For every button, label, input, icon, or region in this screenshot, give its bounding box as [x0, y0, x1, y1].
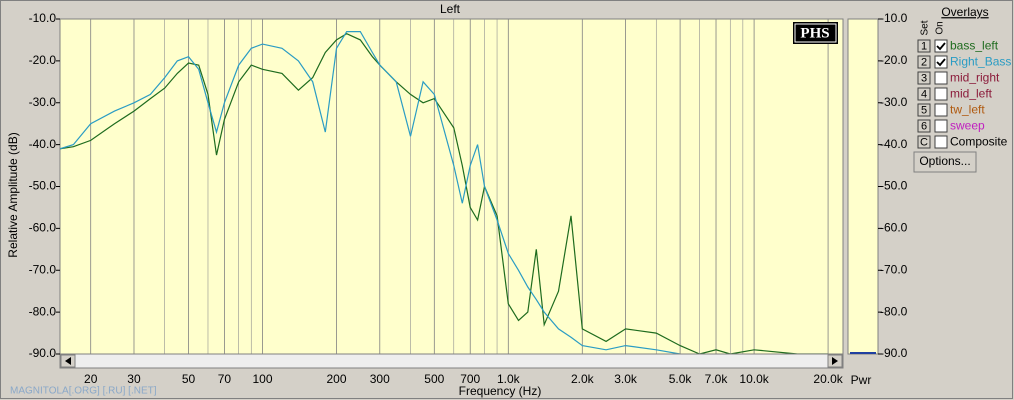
- x-tick-label: 200: [326, 372, 346, 386]
- y-axis-label: Relative Amplitude (dB): [6, 132, 20, 257]
- checkbox[interactable]: [934, 103, 948, 117]
- y-tick-label: -70.0: [29, 262, 57, 276]
- checkbox[interactable]: [934, 87, 948, 101]
- key: 2: [921, 56, 927, 68]
- x-tick-label: 1.0k: [497, 372, 521, 386]
- key-box: [917, 39, 931, 53]
- y2-tick-label: -90.0: [880, 346, 908, 360]
- x-tick-label: 500: [424, 372, 444, 386]
- x-tick-label: 50: [182, 372, 196, 386]
- overlay-name: Composite: [950, 135, 1008, 149]
- logo: PHS: [800, 25, 829, 41]
- checkbox[interactable]: [934, 39, 948, 53]
- y2-tick-label: -30.0: [880, 95, 908, 109]
- y-tick-label: -10.0: [29, 11, 57, 25]
- y-tick-label: -40.0: [29, 137, 57, 151]
- logo-box: [793, 22, 838, 44]
- key-box: [917, 55, 931, 69]
- key-box: [917, 87, 931, 101]
- y-tick-label: -30.0: [29, 95, 57, 109]
- checkbox[interactable]: [934, 55, 948, 69]
- checkbox[interactable]: [934, 71, 948, 85]
- overlay-name: tw_left: [950, 103, 985, 117]
- x-tick-label: 7.0k: [705, 372, 729, 386]
- y2-tick-label: -20.0: [880, 53, 908, 67]
- key: 1: [921, 40, 927, 52]
- checkbox[interactable]: [934, 119, 948, 133]
- x-tick-label: 100: [252, 372, 272, 386]
- key-box: [917, 71, 931, 85]
- y-tick-label: -80.0: [29, 304, 57, 318]
- x-tick-label: 3.0k: [614, 372, 638, 386]
- y-tick-label: -60.0: [29, 221, 57, 235]
- arrow-right: [832, 357, 838, 365]
- overlay-name: mid_right: [950, 71, 1000, 85]
- x-tick-label: 5.0k: [669, 372, 693, 386]
- power-label: Pwr: [851, 373, 872, 387]
- y2-tick-label: -60.0: [880, 221, 908, 235]
- power-panel: [847, 18, 879, 355]
- x-tick-label: 300: [370, 372, 390, 386]
- y-tick-label: -90.0: [29, 346, 57, 360]
- key: 4: [921, 88, 927, 100]
- scrollbar[interactable]: [59, 353, 844, 369]
- y-tick-label: -50.0: [29, 179, 57, 193]
- y-tick-label: -20.0: [29, 53, 57, 67]
- key-box: [917, 119, 931, 133]
- overlays-title: Overlays: [941, 5, 988, 19]
- x-tick-label: 700: [460, 372, 480, 386]
- x-tick-label: 70: [218, 372, 232, 386]
- overlay-name: sweep: [950, 119, 985, 133]
- key: C: [920, 136, 928, 148]
- x-tick-label: 10.0k: [739, 372, 769, 386]
- key: 6: [921, 120, 927, 132]
- y2-tick-label: -70.0: [880, 262, 908, 276]
- checkbox[interactable]: [934, 135, 948, 149]
- y2-tick-label: -40.0: [880, 137, 908, 151]
- y2-tick-label: -10.0: [880, 11, 908, 25]
- x-tick-label: 20.0k: [813, 372, 843, 386]
- x-tick-label: 30: [127, 372, 141, 386]
- on-label: On: [935, 21, 946, 34]
- key: 3: [921, 72, 927, 84]
- options-label: Options...: [919, 154, 970, 168]
- overlay-name: mid_left: [950, 87, 993, 101]
- chart-title: Left: [440, 2, 461, 16]
- logo-border: [794, 23, 837, 43]
- checkmark: [936, 58, 946, 67]
- x-tick-label: 20: [84, 372, 98, 386]
- set-label: Set: [920, 20, 931, 35]
- key-box: [917, 135, 931, 149]
- checkmark: [936, 42, 946, 51]
- x-tick-label: 2.0k: [571, 372, 595, 386]
- overlay-name: Right_Bass: [950, 55, 1011, 69]
- plot-area: [59, 18, 844, 355]
- series-line: [60, 31, 681, 354]
- key: 5: [921, 104, 927, 116]
- watermark: MAGNITOLA[.ORG] [.RU] [.NET]: [10, 386, 157, 397]
- x-axis-label: Frequency (Hz): [459, 384, 542, 398]
- arrow-left: [65, 357, 71, 365]
- options-button[interactable]: [913, 151, 977, 173]
- y2-tick-label: -50.0: [880, 179, 908, 193]
- overlay-name: bass_left: [950, 39, 999, 53]
- y2-tick-label: -80.0: [880, 304, 908, 318]
- key-box: [917, 103, 931, 117]
